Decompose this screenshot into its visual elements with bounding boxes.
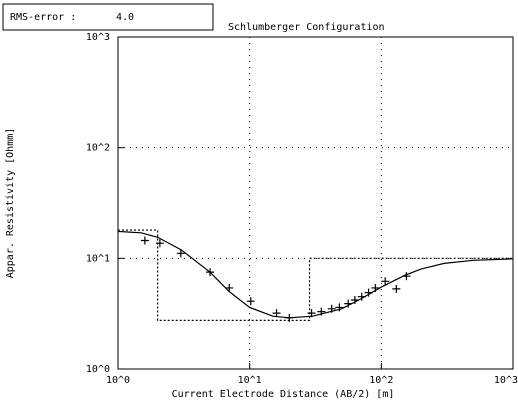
plot-frame bbox=[118, 37, 513, 369]
rms-value: 4.0 bbox=[116, 12, 134, 23]
y-axis-label: Appar. Resistivity [Ohmm] bbox=[5, 128, 16, 279]
data-point bbox=[392, 285, 400, 293]
data-point bbox=[177, 249, 185, 257]
x-tick-label: 10^2 bbox=[369, 375, 393, 386]
model-curve bbox=[118, 231, 513, 317]
chart-title: Schlumberger Configuration bbox=[228, 22, 385, 33]
x-tick-label: 10^0 bbox=[106, 375, 130, 386]
y-tick-label: 10^1 bbox=[86, 253, 110, 264]
x-axis-label: Current Electrode Distance (AB/2) [m] bbox=[172, 389, 395, 400]
y-tick-label: 10^2 bbox=[86, 143, 110, 154]
x-tick-label: 10^3 bbox=[494, 375, 518, 386]
chart: RMS-error : 4.0 Schlumberger Configurati… bbox=[0, 0, 518, 405]
x-tick-label: 10^1 bbox=[238, 375, 262, 386]
rms-label: RMS-error : bbox=[10, 12, 76, 23]
data-point bbox=[225, 284, 233, 292]
y-tick-label: 10^3 bbox=[86, 32, 110, 43]
data-point bbox=[247, 297, 255, 305]
y-tick-label: 10^0 bbox=[86, 364, 110, 375]
layer-model bbox=[118, 230, 513, 320]
data-point bbox=[141, 236, 149, 244]
